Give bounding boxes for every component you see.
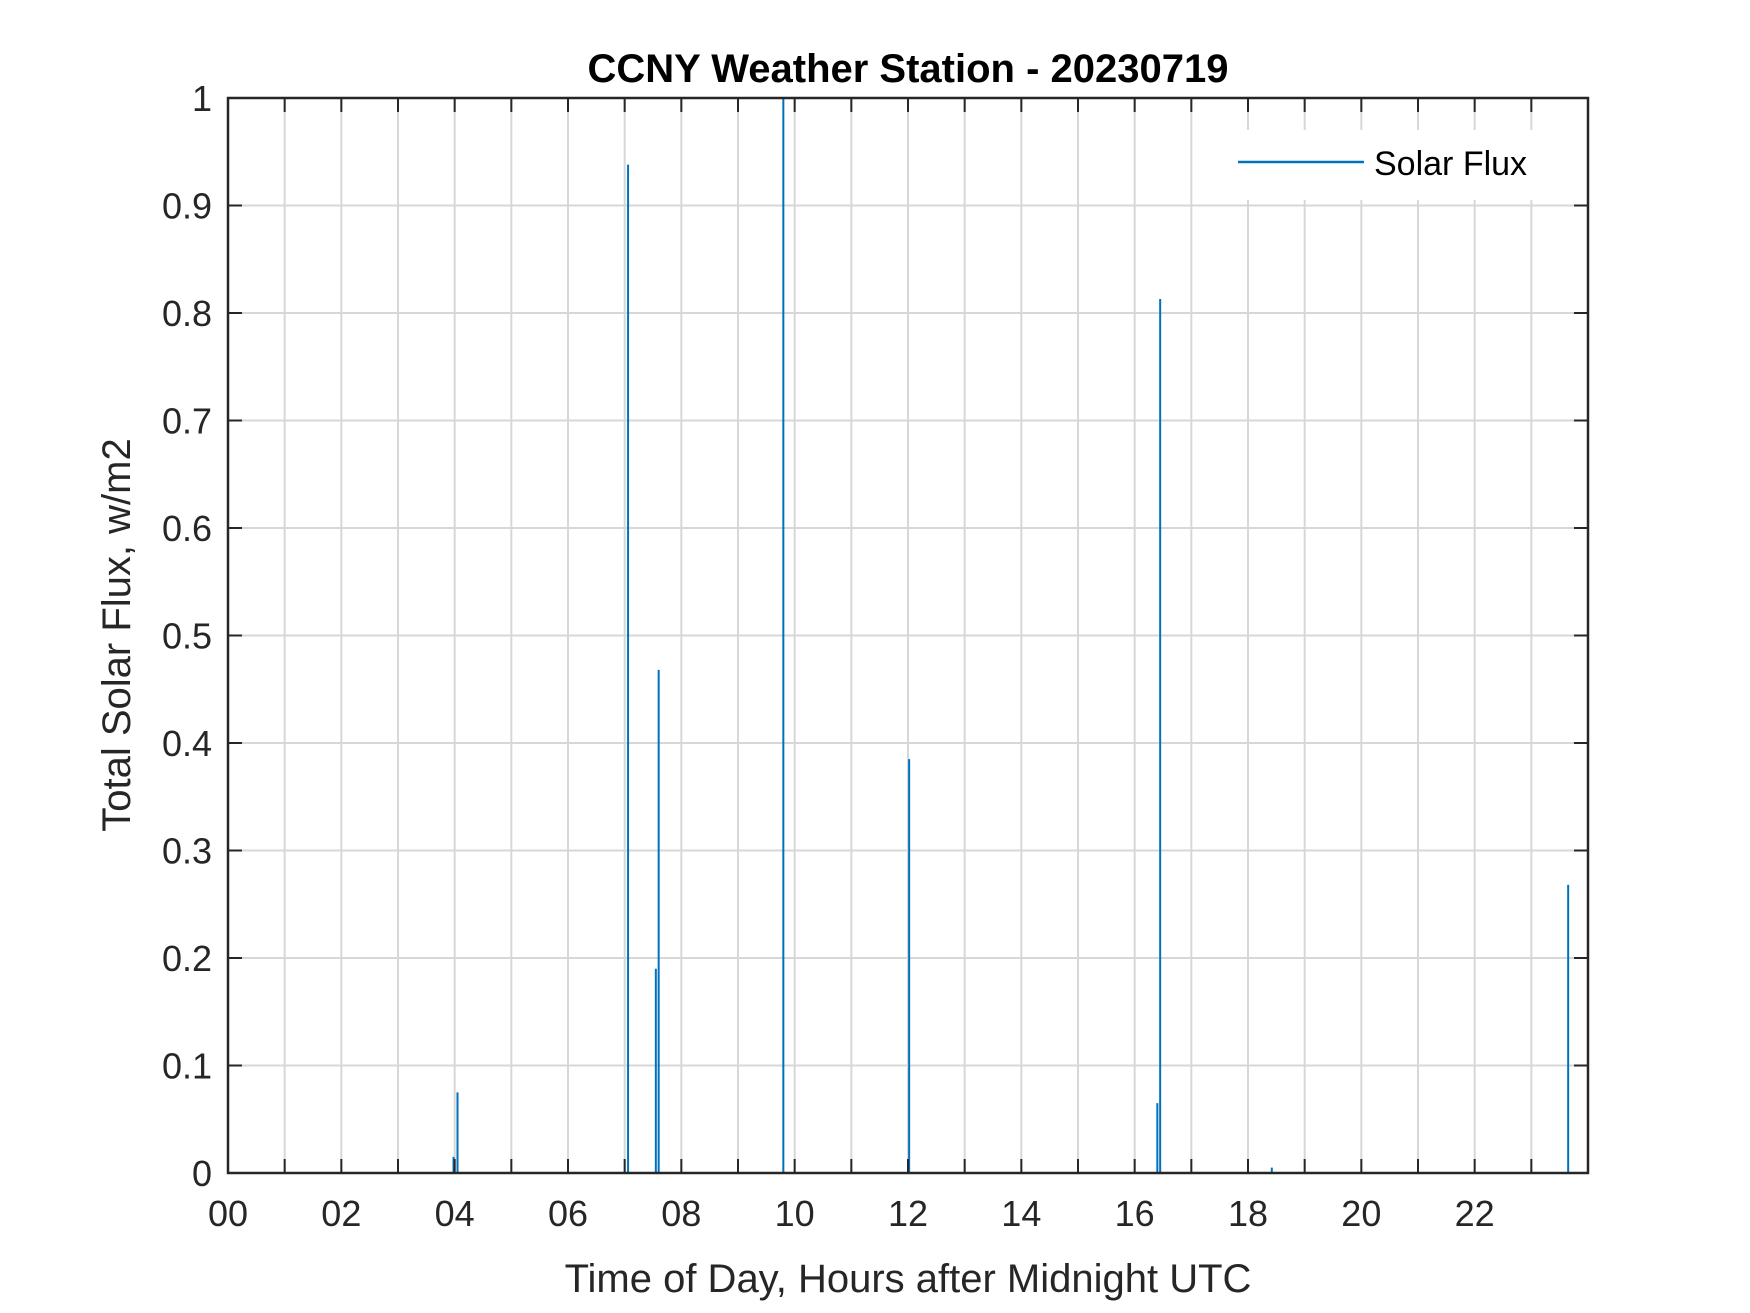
x-tick-label: 00 bbox=[208, 1193, 248, 1234]
axis-ticks: 0 0.1 0.2 0.3 0.4 0.5 0.6 0.7 0.8 0.9 1 00 02 04 06 08 1… bbox=[162, 78, 1588, 1234]
legend-label-solar-flux: Solar Flux bbox=[1374, 145, 1527, 183]
x-tick-label: 02 bbox=[321, 1193, 361, 1234]
y-axis-label: Total Solar Flux, w/m2 bbox=[95, 438, 139, 831]
chart-title: CCNY Weather Station - 20230719 bbox=[588, 47, 1229, 91]
x-tick-label: 10 bbox=[775, 1193, 815, 1234]
x-axis-label: Time of Day, Hours after Midnight UTC bbox=[565, 1257, 1252, 1301]
x-tick-label: 04 bbox=[435, 1193, 475, 1234]
x-tick-label: 08 bbox=[661, 1193, 701, 1234]
y-tick-label: 0.4 bbox=[162, 723, 212, 764]
x-tick-label: 14 bbox=[1001, 1193, 1041, 1234]
y-tick-label: 0.3 bbox=[162, 831, 212, 872]
y-tick-label: 0.1 bbox=[162, 1046, 212, 1087]
y-tick-label: 0.6 bbox=[162, 508, 212, 549]
legend: Solar Flux bbox=[1200, 130, 1580, 200]
y-tick-label: 0.7 bbox=[162, 401, 212, 442]
series-layer bbox=[228, 98, 1588, 1174]
x-tick-label: 06 bbox=[548, 1193, 588, 1234]
x-tick-label: 18 bbox=[1228, 1193, 1268, 1234]
legend-box bbox=[1200, 130, 1580, 200]
y-tick-label: 0 bbox=[192, 1153, 212, 1194]
x-tick-label: 16 bbox=[1115, 1193, 1155, 1234]
x-tick-label: 22 bbox=[1455, 1193, 1495, 1234]
y-tick-label: 0.8 bbox=[162, 293, 212, 334]
grid bbox=[228, 98, 1588, 1173]
x-tick-label: 20 bbox=[1341, 1193, 1381, 1234]
y-tick-label: 0.9 bbox=[162, 186, 212, 227]
y-tick-label: 0.2 bbox=[162, 938, 212, 979]
y-tick-label: 1 bbox=[192, 78, 212, 119]
x-tick-label: 12 bbox=[888, 1193, 928, 1234]
y-tick-label: 0.5 bbox=[162, 616, 212, 657]
